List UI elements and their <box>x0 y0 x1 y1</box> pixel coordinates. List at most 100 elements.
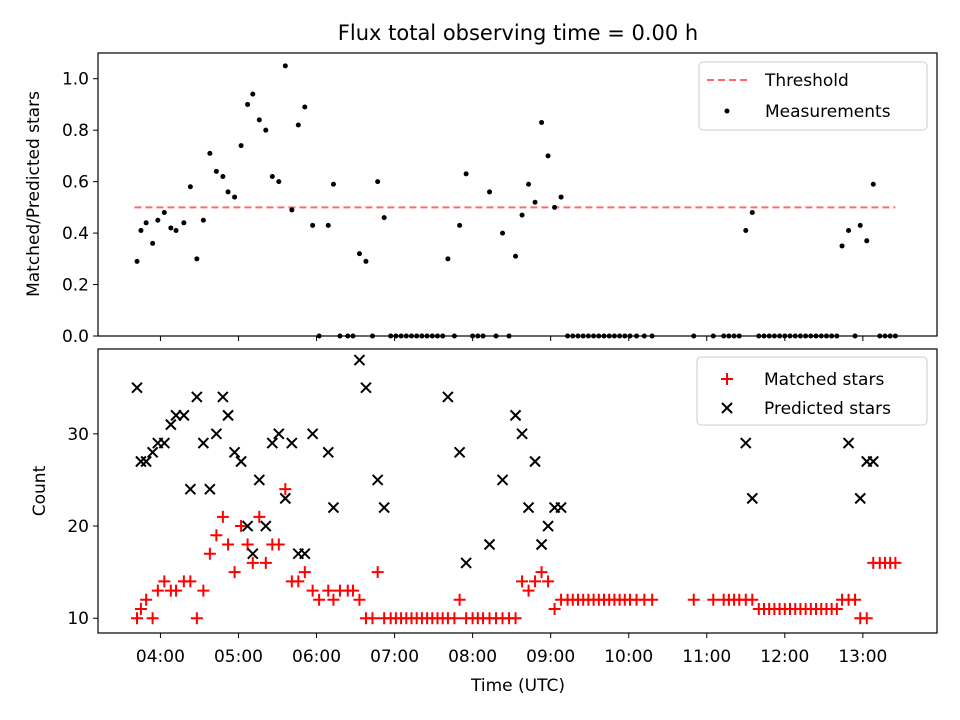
measurement-point-115 <box>870 181 876 187</box>
measurement-point-114 <box>864 238 870 244</box>
matched-star-point-38 <box>371 566 384 579</box>
predicted-star-point-45 <box>542 520 554 532</box>
predicted-star-point-24 <box>279 492 292 505</box>
x-tick-label-5: 09:00 <box>526 647 575 667</box>
measurement-point-68 <box>552 204 558 210</box>
measurement-point-24 <box>282 63 288 69</box>
measurement-point-0 <box>134 258 140 264</box>
matched-star-point-112 <box>849 593 862 606</box>
matched-star-point-20 <box>253 510 266 523</box>
measurement-point-38 <box>375 179 381 185</box>
matched-star-point-119 <box>889 556 902 569</box>
measurement-point-20 <box>256 117 262 123</box>
predicted-star-point-9 <box>184 483 197 495</box>
predicted-star-point-0 <box>131 382 143 394</box>
measurement-point-36 <box>363 258 369 264</box>
predicted-star-point-35 <box>442 391 454 403</box>
x-tick-label-4: 08:00 <box>448 647 497 667</box>
chart-title: Flux total observing time = 0.00 h <box>338 21 698 45</box>
predicted-star-point-13 <box>210 428 223 440</box>
predicted-star-point-3 <box>146 446 159 458</box>
predicted-star-point-29 <box>322 446 334 458</box>
predicted-star-point-19 <box>247 547 259 560</box>
top-legend: Threshold Measurements <box>698 61 928 131</box>
predicted-star-point-33 <box>371 474 384 486</box>
measurement-point-3 <box>150 240 156 246</box>
measurement-point-31 <box>330 181 336 187</box>
matched-star-point-7 <box>170 584 183 597</box>
bottom-panel: 10 20 30 04:00 05:00 06:00 07:00 08:00 09:00 10:0… <box>30 348 938 696</box>
measurement-point-17 <box>238 143 244 149</box>
bottom-legend-frame <box>696 356 928 426</box>
bottom-plot-marks <box>131 354 902 625</box>
matched-star-point-35 <box>353 593 366 606</box>
top-y-tick-label-1: 0.2 <box>62 276 89 296</box>
measurement-point-60 <box>500 230 506 236</box>
predicted-star-point-51 <box>842 437 855 449</box>
predicted-star-point-25 <box>286 437 298 449</box>
matched-star-point-14 <box>216 510 229 523</box>
x-tick-label-1: 05:00 <box>214 647 263 667</box>
matched-star-point-31 <box>327 593 340 606</box>
measurement-point-9 <box>187 184 193 190</box>
measurement-point-21 <box>263 127 269 133</box>
x-tick-label-8: 12:00 <box>760 647 809 667</box>
predicted-star-point-43 <box>529 455 541 468</box>
measurement-point-18 <box>245 101 251 107</box>
matched-star-point-64 <box>522 584 535 597</box>
matched-star-point-30 <box>322 584 335 597</box>
predicted-star-point-22 <box>266 437 279 449</box>
measurement-point-27 <box>302 104 308 110</box>
predicted-star-point-11 <box>197 437 210 449</box>
bottom-y-tick-label-0: 10 <box>67 609 89 629</box>
predicted-star-point-34 <box>378 501 390 514</box>
predicted-star-point-54 <box>867 455 879 468</box>
legend-predicted-swatch <box>721 402 733 414</box>
top-legend-frame <box>698 61 928 131</box>
matched-star-point-86 <box>687 593 700 606</box>
measurement-point-35 <box>356 251 362 257</box>
measurement-point-11 <box>200 217 206 223</box>
predicted-star-point-52 <box>854 492 866 505</box>
measurement-point-16 <box>232 194 238 200</box>
top-axis-ticks: 0.0 0.2 0.4 0.6 0.8 1.0 <box>62 70 864 347</box>
bottom-y-tick-label-1: 20 <box>67 517 89 537</box>
matched-star-point-37 <box>366 612 379 625</box>
measurement-point-67 <box>545 153 551 159</box>
x-tick-label-2: 06:00 <box>292 647 341 667</box>
measurement-point-39 <box>381 215 387 221</box>
predicted-star-point-47 <box>555 501 567 514</box>
predicted-star-point-42 <box>522 501 535 514</box>
matched-star-point-9 <box>184 575 197 588</box>
measurement-point-8 <box>181 220 187 226</box>
measurement-point-53 <box>457 222 463 228</box>
predicted-star-point-5 <box>158 437 171 449</box>
measurement-point-62 <box>513 253 519 259</box>
matched-star-point-52 <box>448 612 461 625</box>
bottom-axis-ticks: 10 20 30 04:00 05:00 06:00 07:00 08:00 09:00 10:0… <box>67 425 887 667</box>
matched-star-point-85 <box>646 593 659 606</box>
x-tick-label-9: 13:00 <box>838 647 887 667</box>
matched-star-point-63 <box>516 575 529 588</box>
matched-star-point-13 <box>210 529 223 542</box>
predicted-star-point-31 <box>353 354 366 366</box>
legend-measurements-label: Measurements <box>765 102 891 122</box>
measurement-point-58 <box>487 189 493 195</box>
matched-star-point-68 <box>548 603 561 616</box>
top-y-tick-label-5: 1.0 <box>62 70 89 90</box>
matched-star-point-18 <box>241 538 254 551</box>
predicted-star-point-27 <box>299 547 311 560</box>
predicted-star-point-38 <box>483 538 496 551</box>
measurement-point-2 <box>143 220 149 226</box>
measurement-point-51 <box>445 256 451 262</box>
matched-star-point-17 <box>235 520 248 533</box>
measurement-point-23 <box>276 179 282 185</box>
measurement-point-66 <box>539 119 545 125</box>
matched-star-point-5 <box>158 575 171 588</box>
matched-star-point-67 <box>542 575 555 588</box>
predicted-star-point-37 <box>460 557 472 569</box>
predicted-star-point-14 <box>217 391 229 403</box>
predicted-star-point-48 <box>740 437 752 449</box>
measurement-point-65 <box>532 199 538 205</box>
predicted-star-point-32 <box>360 382 372 394</box>
